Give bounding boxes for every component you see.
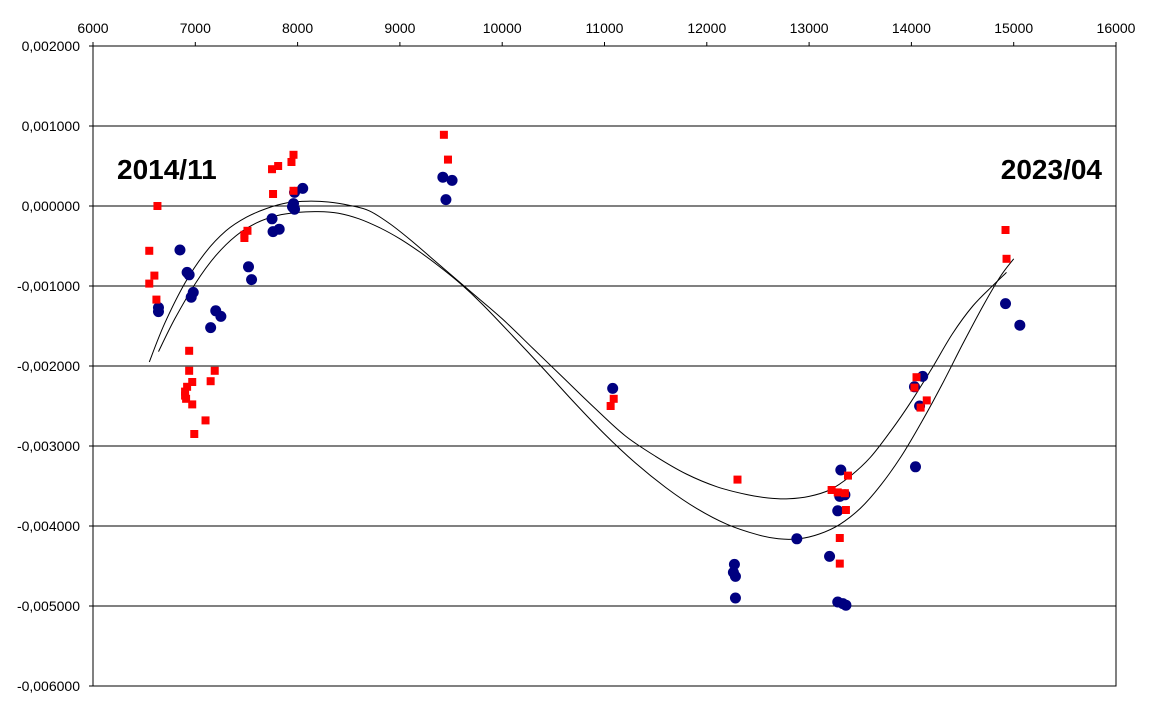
data-point-circle xyxy=(187,286,199,298)
data-point-square xyxy=(606,402,615,410)
data-point-circle xyxy=(729,592,741,604)
data-point-square xyxy=(188,378,197,386)
data-point-square xyxy=(188,400,197,409)
data-point-circle xyxy=(273,223,285,235)
data-point-circle xyxy=(446,174,458,186)
data-point-square xyxy=(840,489,849,498)
fit-curve xyxy=(148,200,1007,500)
data-point-square xyxy=(268,165,277,174)
data-point-circle xyxy=(183,269,195,281)
x-tick-label: 7000 xyxy=(180,20,211,36)
x-axis: 6000 7000 8000 9000 10000 11000 12000 13000 1400… xyxy=(77,20,1136,46)
data-point-circle xyxy=(824,550,836,562)
y-tick-label: -0,001000 xyxy=(17,278,80,294)
data-point-square xyxy=(269,190,278,198)
y-tick-label: -0,004000 xyxy=(17,518,80,534)
x-tick-label: 15000 xyxy=(994,20,1033,36)
data-point-circle xyxy=(437,171,449,183)
data-point-square xyxy=(145,246,154,255)
x-tick-label: 11000 xyxy=(586,20,624,36)
data-point-circle xyxy=(174,244,186,256)
data-points xyxy=(145,130,1026,611)
x-tick-label: 8000 xyxy=(282,20,313,36)
data-point-square xyxy=(210,366,219,375)
annotation-start-date: 2014/11 xyxy=(117,154,217,185)
x-tick-label: 9000 xyxy=(384,20,415,36)
data-point-circle xyxy=(791,533,803,545)
x-tick-label: 14000 xyxy=(892,20,931,36)
data-point-square xyxy=(916,403,925,412)
data-point-square xyxy=(183,382,192,391)
data-point-square xyxy=(206,377,215,386)
data-point-square xyxy=(152,295,161,304)
data-point-circle xyxy=(832,505,844,517)
data-point-square xyxy=(182,394,191,403)
data-point-square xyxy=(922,396,931,405)
grid-layer xyxy=(93,45,1116,687)
data-point-square xyxy=(274,162,283,170)
data-point-square xyxy=(289,186,298,195)
data-point-square xyxy=(185,346,194,355)
y-tick-label: 0,002000 xyxy=(22,38,81,54)
data-point-square xyxy=(150,271,159,280)
y-tick-label: -0,002000 xyxy=(17,358,80,374)
x-tick-label: 16000 xyxy=(1097,20,1136,36)
y-tick-label: -0,006000 xyxy=(17,678,80,694)
x-tick-label: 6000 xyxy=(77,20,108,36)
x-tick-label: 13000 xyxy=(790,20,829,36)
data-point-square xyxy=(240,234,249,242)
data-point-square xyxy=(833,488,842,497)
data-point-circle xyxy=(1000,298,1012,310)
data-point-square xyxy=(910,383,919,392)
x-tick-label: 12000 xyxy=(687,20,726,36)
data-point-square xyxy=(835,559,844,568)
annotation-end-date: 2023/04 xyxy=(1001,154,1103,185)
data-point-square xyxy=(835,534,844,542)
data-point-square xyxy=(201,416,210,425)
data-point-square xyxy=(185,366,194,375)
data-point-square xyxy=(243,226,252,235)
data-point-square xyxy=(1002,254,1011,263)
y-tick-label: 0,001000 xyxy=(22,118,81,134)
data-point-circle xyxy=(440,194,452,206)
data-point-square xyxy=(153,202,162,210)
y-tick-label: -0,003000 xyxy=(17,438,80,454)
data-point-circle xyxy=(205,322,217,334)
fit-curve xyxy=(158,211,1015,540)
data-point-square xyxy=(843,471,852,480)
data-point-circle xyxy=(835,464,847,476)
data-point-circle xyxy=(607,382,619,394)
data-point-circle xyxy=(242,261,254,273)
data-point-square xyxy=(289,150,298,159)
data-point-square xyxy=(609,394,618,403)
data-point-square xyxy=(912,373,921,382)
data-point-square xyxy=(287,158,296,166)
data-point-circle xyxy=(246,274,258,286)
data-point-circle xyxy=(215,310,227,322)
data-point-circle xyxy=(152,306,164,318)
data-point-circle xyxy=(909,461,921,473)
data-point-circle xyxy=(266,213,278,225)
data-point-square xyxy=(439,130,448,139)
data-point-circle xyxy=(728,558,740,570)
data-point-square xyxy=(1001,226,1010,234)
data-point-square xyxy=(733,475,742,484)
data-point-square xyxy=(841,506,850,514)
data-point-square xyxy=(443,155,452,164)
data-point-square xyxy=(827,486,836,494)
y-axis: 0,002000 0,001000 0,000000 -0,001000 -0,0020… xyxy=(17,38,93,694)
data-point-circle xyxy=(729,570,741,582)
data-point-circle xyxy=(840,599,852,611)
x-tick-label: 10000 xyxy=(483,20,522,36)
y-tick-label: 0,000000 xyxy=(22,198,81,214)
data-point-circle xyxy=(289,203,301,215)
data-point-square xyxy=(145,279,154,288)
y-tick-label: -0,005000 xyxy=(17,598,80,614)
data-point-circle xyxy=(297,182,309,194)
fit-curves xyxy=(148,200,1015,540)
data-point-square xyxy=(190,430,199,438)
data-point-circle xyxy=(1014,319,1026,331)
